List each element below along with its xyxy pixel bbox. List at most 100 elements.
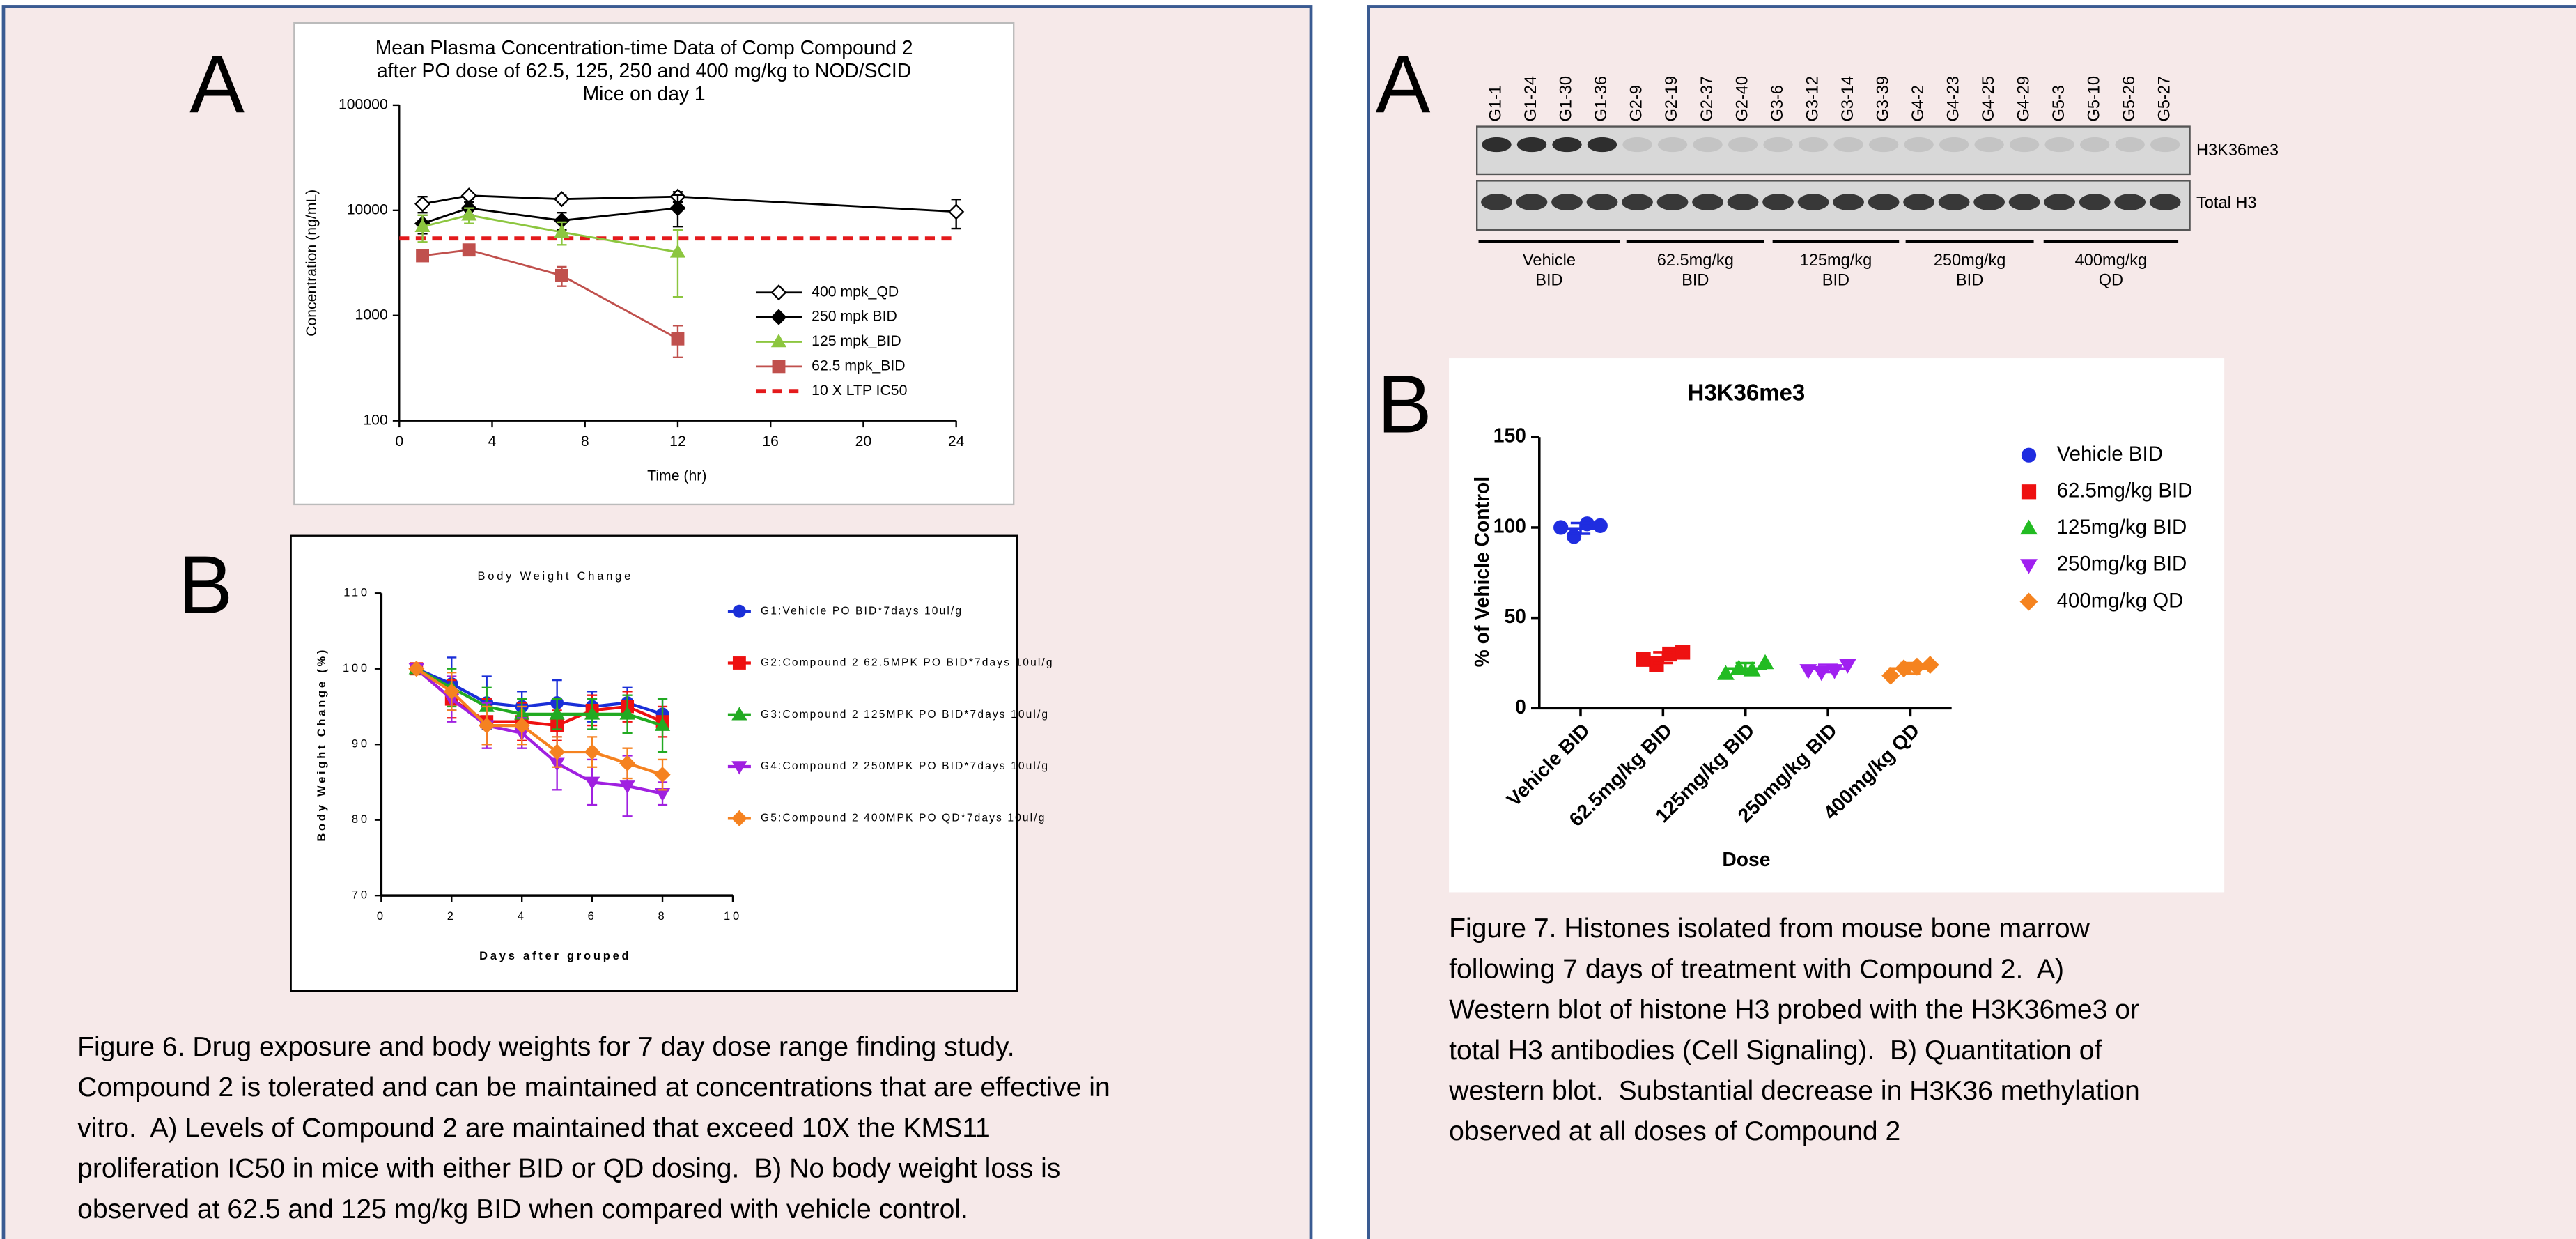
blot-band [1517, 137, 1546, 152]
x-tick-label: 6 [588, 910, 597, 923]
blot-band [1551, 194, 1583, 210]
x-tick-label: 10 [724, 910, 742, 923]
lane-label: G4-25 [1979, 76, 1997, 122]
panel-letter: A [189, 38, 245, 130]
blot-band [1903, 194, 1934, 210]
lane-label: G1-30 [1557, 76, 1575, 122]
group-label: Vehicle [1523, 251, 1576, 269]
group-label: 250mg/kg [1934, 251, 2006, 269]
marker [672, 333, 684, 345]
blot-band [1833, 194, 1864, 210]
lane-label: G2-19 [1662, 76, 1680, 122]
blot-band [1973, 194, 2005, 210]
caption-line: proliferation IC50 in mice with either B… [77, 1154, 1060, 1184]
blot-band [1516, 194, 1548, 210]
caption-line: observed at all doses of Compound 2 [1449, 1116, 1900, 1146]
band-label: Total H3 [2196, 194, 2257, 212]
marker [1594, 519, 1607, 532]
blot-band [1869, 137, 1898, 152]
blot-band [1588, 137, 1617, 152]
y-tick-label: 100 [1493, 514, 1526, 537]
legend-marker [2022, 449, 2035, 462]
blot-band [1868, 194, 1900, 210]
legend-label: G1:Vehicle PO BID*7days 10ul/g [761, 605, 963, 617]
y-tick-label: 80 [352, 813, 370, 826]
blot-band [1481, 194, 1512, 210]
legend-marker [734, 657, 745, 669]
marker [556, 270, 568, 282]
y-axis-label: Body Weight Change (%) [316, 647, 328, 842]
lane-label: G4-29 [2014, 76, 2032, 122]
caption-line: western blot. Substantial decrease in H3… [1448, 1076, 2140, 1106]
caption-line: Western blot of histone H3 probed with t… [1449, 995, 2139, 1025]
blot-band [1833, 137, 1863, 152]
blot-band [1728, 194, 1759, 210]
x-tick-label: 16 [762, 433, 779, 449]
x-tick-label: 24 [948, 433, 965, 449]
blot-band [1939, 194, 1970, 210]
lane-label: G3-6 [1768, 85, 1786, 121]
legend-label: Vehicle BID [2057, 442, 2163, 465]
blot-band [1904, 137, 1933, 152]
lane-label: G4-23 [1943, 76, 1962, 122]
blot-band [1939, 137, 1969, 152]
legend-label: 125mg/kg BID [2057, 516, 2187, 539]
legend-marker [2022, 485, 2035, 498]
legend-label: 250 mpk BID [812, 309, 897, 325]
lane-label: G3-12 [1803, 76, 1821, 122]
blot-band [1728, 137, 1758, 152]
page: { "left_panel": { "label_a": "A", "label… [0, 0, 2576, 1239]
caption-line: Figure 6. Drug exposure and body weights… [77, 1032, 1015, 1062]
chart-title: Mice on day 1 [583, 82, 706, 105]
x-tick-label: 8 [658, 910, 667, 923]
panel-letter: A [1376, 38, 1431, 130]
y-axis-label: Concentration (ng/mL) [304, 190, 320, 337]
y-tick-label: 50 [1504, 605, 1526, 627]
marker [1637, 653, 1650, 666]
group-label: BID [1682, 270, 1709, 288]
y-tick-label: 100 [363, 412, 387, 428]
lane-label: G3-14 [1838, 76, 1856, 122]
y-axis-label: % of Vehicle Control [1471, 477, 1493, 667]
blot-band [1762, 194, 1794, 210]
y-tick-label: 150 [1493, 424, 1526, 447]
chart-title: Mean Plasma Concentration-time Data of C… [375, 36, 913, 59]
blot-band [1587, 194, 1618, 210]
y-tick-label: 90 [352, 738, 370, 751]
blot-band [1693, 137, 1722, 152]
x-tick-label: 0 [395, 433, 403, 449]
chart-title: H3K36me3 [1688, 380, 1806, 406]
x-tick-label: 12 [669, 433, 686, 449]
x-tick-label: 20 [855, 433, 872, 449]
blot-band [1622, 137, 1652, 152]
lane-label: G1-1 [1487, 85, 1505, 121]
blot-band [1552, 137, 1581, 152]
x-axis-label: Dose [1722, 848, 1770, 870]
lane-label: G5-27 [2155, 76, 2173, 122]
blot-band [2115, 137, 2144, 152]
blot-band [2009, 194, 2040, 210]
panel-letter: B [1377, 358, 1432, 450]
chart-title: Body Weight Change [478, 570, 634, 583]
group-label: BID [1822, 270, 1849, 288]
lane-label: G2-9 [1627, 85, 1645, 121]
lane-label: G1-36 [1592, 76, 1610, 122]
y-tick-label: 110 [343, 587, 370, 599]
x-tick-label: 2 [447, 910, 456, 923]
blot-band [1763, 137, 1792, 152]
x-axis-label: Time (hr) [647, 468, 706, 484]
group-label: 400mg/kg [2075, 251, 2148, 269]
panel-letter: B [178, 539, 233, 631]
blot-band [2150, 137, 2180, 152]
marker [417, 250, 428, 262]
legend-label: 250mg/kg BID [2057, 553, 2187, 576]
y-tick-label: 1000 [355, 307, 388, 323]
y-tick-label: 0 [1515, 695, 1526, 718]
x-tick-label: 8 [581, 433, 589, 449]
legend-label: 62.5mg/kg BID [2057, 479, 2193, 502]
blot-band [2044, 137, 2074, 152]
legend-marker [734, 606, 745, 617]
lane-label: G4-2 [1909, 85, 1927, 121]
blot-band [1482, 137, 1511, 152]
y-tick-label: 100000 [339, 97, 388, 113]
